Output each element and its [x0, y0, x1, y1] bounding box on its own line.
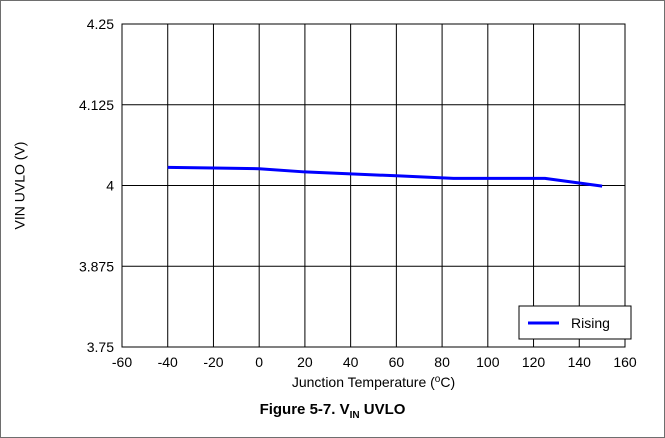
x-tick-label: 120: [522, 354, 546, 370]
x-tick-labels: -60 -40 -20 0 20 40 60 80 100 120 140 160: [112, 354, 637, 370]
chart: 3.75 3.875 4 4.125 4.25 -60 -40 -20 0 20 40 60 80 10…: [12, 16, 637, 390]
series-line-rising: [167, 165, 603, 188]
horizontal-gridlines: [122, 23, 625, 348]
x-tick-label: -60: [112, 354, 132, 370]
figure-caption: Figure 5-7. VIN UVLO: [259, 401, 406, 421]
y-tick-label: 4.25: [87, 16, 114, 32]
y-tick-label: 4: [106, 178, 114, 194]
y-tick-label: 3.75: [87, 339, 114, 355]
x-tick-label: 40: [343, 354, 359, 370]
legend: Rising: [518, 305, 632, 340]
y-tick-label: 3.875: [79, 258, 114, 274]
x-tick-label: 20: [297, 354, 313, 370]
x-tick-label: 80: [434, 354, 450, 370]
x-axis-label: Junction Temperature (oC): [292, 374, 455, 390]
y-tick-labels: 3.75 3.875 4 4.125 4.25: [79, 16, 114, 355]
plot-area: [121, 23, 626, 348]
x-tick-label: 100: [476, 354, 500, 370]
y-axis-label: VIN UVLO (V): [12, 142, 28, 230]
legend-label-rising: Rising: [571, 315, 610, 331]
x-tick-label: 0: [255, 354, 263, 370]
x-tick-label: -20: [203, 354, 223, 370]
x-tick-label: 60: [389, 354, 405, 370]
x-tick-label: -40: [158, 354, 178, 370]
x-tick-label: 140: [568, 354, 592, 370]
x-tick-label: 160: [613, 354, 637, 370]
y-tick-label: 4.125: [79, 97, 114, 113]
